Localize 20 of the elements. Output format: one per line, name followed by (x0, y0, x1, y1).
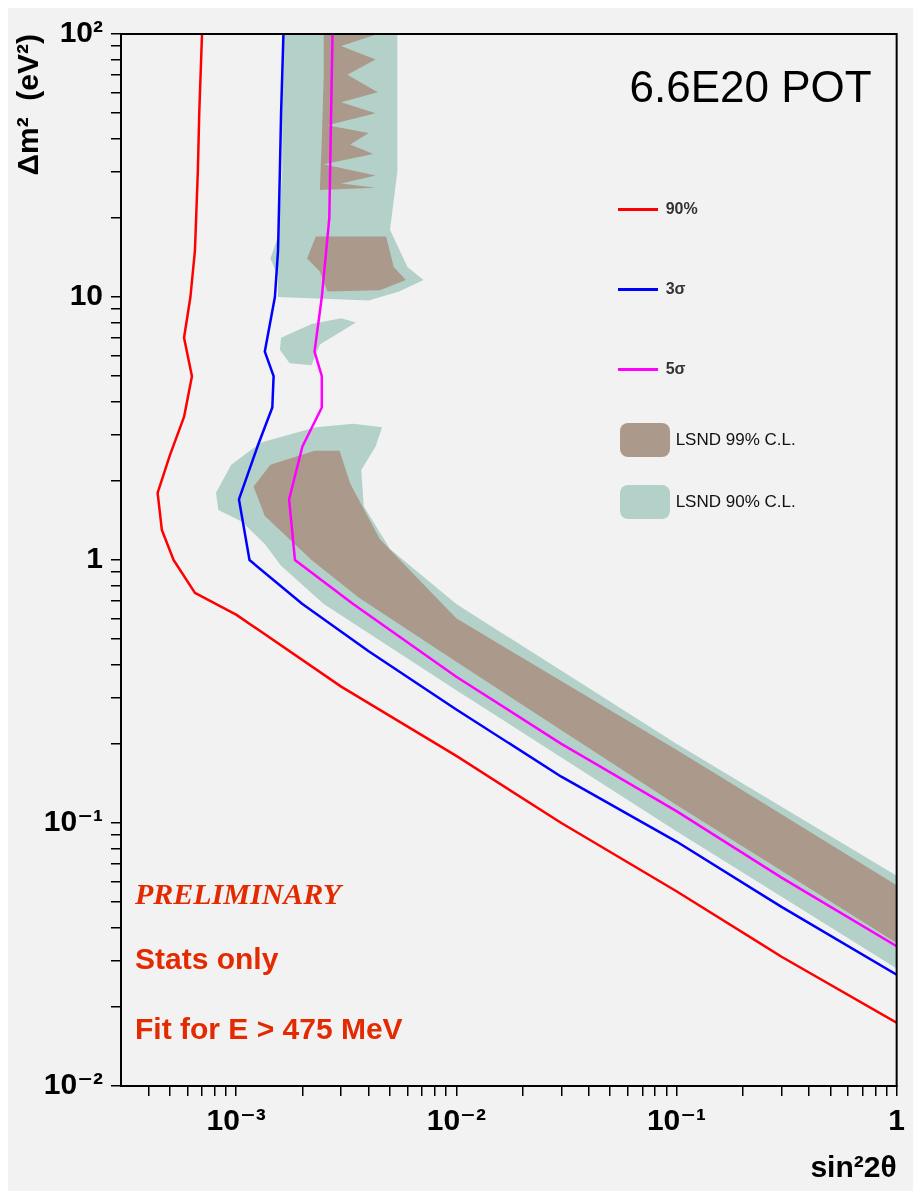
y-tick-label: 10² (59, 15, 104, 49)
legend-label: 90% (665, 200, 698, 218)
x-tick-label: 10⁻² (426, 1103, 486, 1137)
annotation: Fit for E > 475 MeV (135, 1012, 403, 1045)
y-axis-title: Δm² (eV²) (11, 34, 45, 176)
y-tick-label: 10⁻² (43, 1067, 103, 1101)
legend-label: 5σ (665, 360, 686, 378)
annotation: Stats only (135, 942, 279, 975)
x-tick-label: 10⁻¹ (646, 1103, 707, 1137)
legend-label: 3σ (665, 280, 686, 298)
y-tick-label: 10 (69, 278, 103, 312)
x-tick-label: 10⁻³ (206, 1103, 266, 1137)
x-axis-title: sin²2θ (810, 1150, 897, 1184)
y-tick-label: 10⁻¹ (43, 804, 103, 838)
legend-label: LSND 99% C.L. (675, 430, 796, 450)
legend-label: LSND 90% C.L. (675, 492, 796, 512)
y-tick-label: 1 (86, 541, 103, 575)
x-tick-label: 1 (888, 1103, 905, 1137)
annotation: 6.6E20 POT (629, 62, 872, 111)
annotation: PRELIMINARY (134, 877, 344, 910)
